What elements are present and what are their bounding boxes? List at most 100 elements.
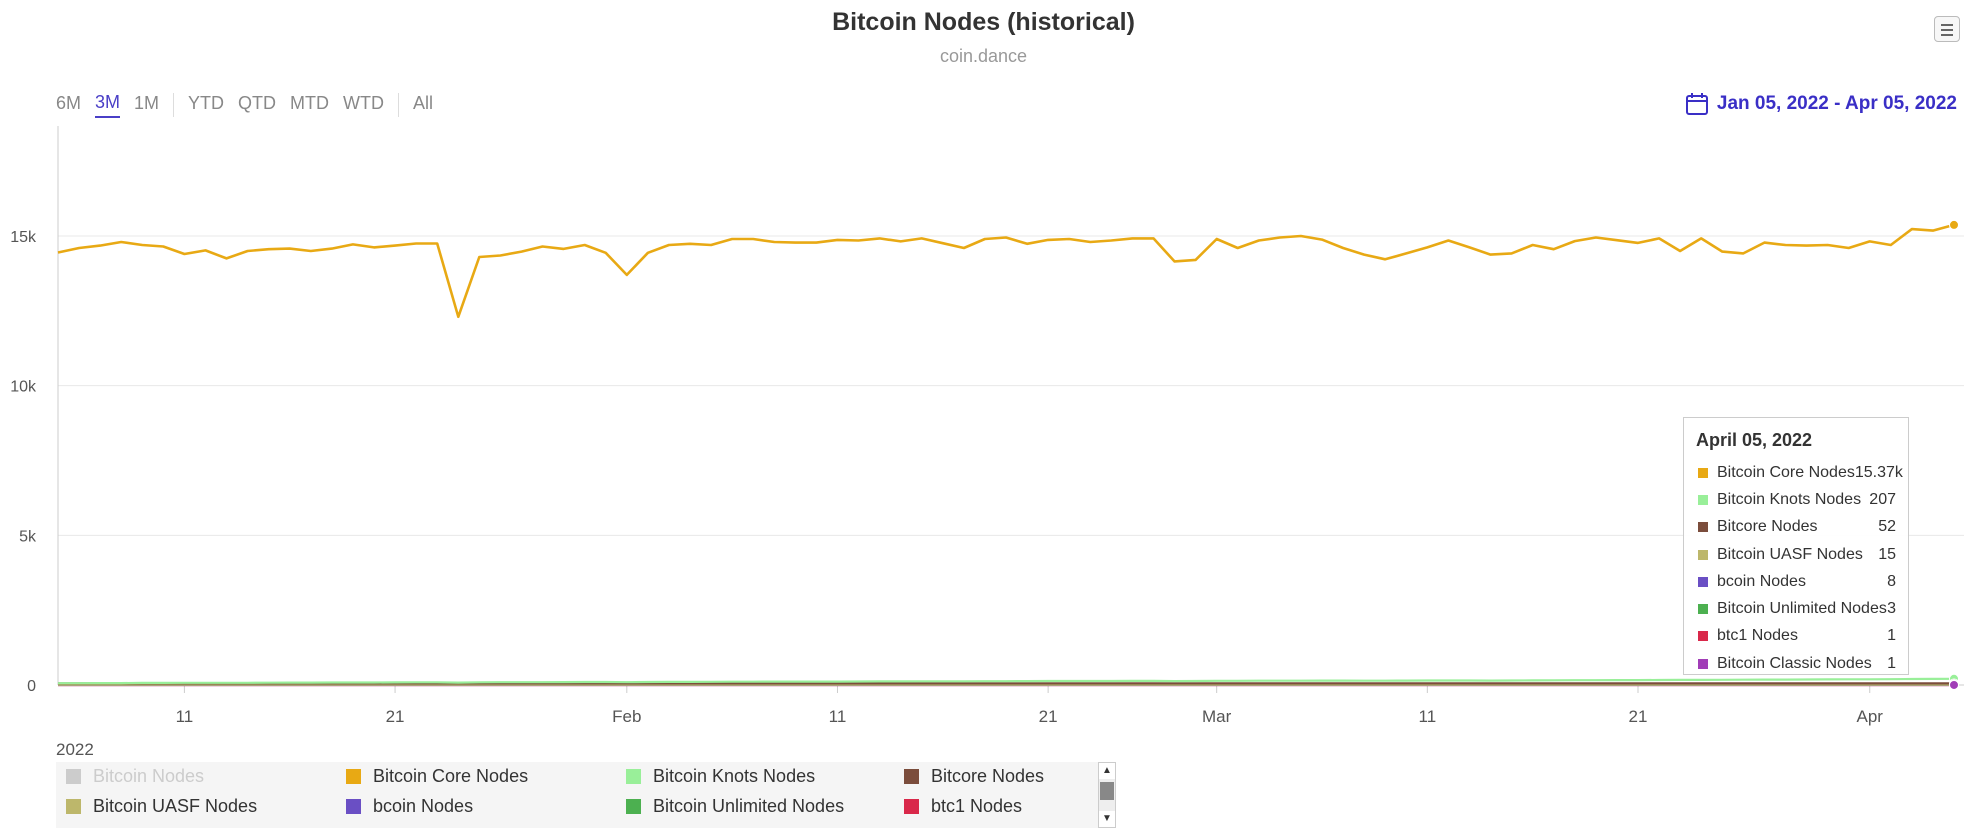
series-marker-bitcoin-core-nodes [1949, 219, 1959, 230]
x-tick-label: 21 [386, 707, 405, 726]
legend-item[interactable]: Bitcoin Nodes [66, 766, 204, 787]
y-tick-label: 0 [27, 678, 36, 695]
legend-item[interactable]: Bitcoin Knots Nodes [626, 766, 815, 787]
tooltip-row: Bitcoin Classic Nodes 1 [1684, 650, 1896, 677]
tooltip-series-name: Bitcoin Core Nodes [1717, 463, 1855, 481]
x-tick-label: 21 [1039, 707, 1058, 726]
legend-item[interactable]: Bitcoin UASF Nodes [66, 796, 257, 817]
tooltip-row: Bitcoin Knots Nodes 207 [1684, 486, 1896, 513]
tooltip-series-name: bcoin Nodes [1717, 572, 1806, 590]
chart-legend: Bitcoin Nodes Bitcoin Core Nodes Bitcoin K… [56, 762, 1116, 828]
legend-label: Bitcore Nodes [931, 766, 1045, 786]
legend-swatch [66, 799, 81, 814]
scroll-down-icon[interactable]: ▼ [1099, 811, 1115, 827]
legend-swatch [904, 799, 919, 814]
tooltip-swatch [1698, 576, 1708, 587]
x-tick-label: Mar [1202, 707, 1232, 726]
legend-label: Bitcoin Knots Nodes [653, 766, 816, 786]
tooltip-row: Bitcoin UASF Nodes 15 [1684, 541, 1896, 568]
tooltip-row: Bitcoin Unlimited Nodes 3 [1684, 595, 1896, 622]
tooltip-series-value: 15 [1878, 545, 1896, 563]
tooltip-series-name: Bitcoin Classic Nodes [1717, 654, 1872, 672]
legend-label: Bitcoin Nodes [93, 766, 205, 786]
x-tick-label: Feb [612, 707, 641, 726]
tooltip-row: Bitcore Nodes 52 [1684, 514, 1896, 541]
x-tick-label: 11 [176, 707, 194, 726]
legend-swatch [66, 769, 81, 784]
legend-swatch [346, 799, 361, 814]
legend-item[interactable]: btc1 Nodes [904, 796, 1022, 817]
calendar-icon [1685, 93, 1708, 115]
tooltip-swatch [1698, 522, 1708, 533]
tooltip-swatch [1698, 604, 1708, 615]
range-button-qtd[interactable]: QTD [238, 93, 277, 113]
legend-item[interactable]: Bitcore Nodes [904, 766, 1044, 787]
grid-lines [58, 235, 1964, 686]
tooltip-swatch [1698, 549, 1708, 560]
chart-menu-button[interactable] [1934, 16, 1960, 42]
range-button-mtd[interactable]: MTD [290, 93, 330, 113]
tooltip-series-value: 1 [1887, 654, 1896, 672]
scroll-up-icon[interactable]: ▲ [1099, 763, 1115, 779]
range-button-1m[interactable]: 1M [134, 93, 160, 113]
tooltip-series-value: 207 [1869, 490, 1896, 508]
scroll-thumb[interactable] [1100, 782, 1114, 800]
legend-item[interactable]: Bitcoin Unlimited Nodes [626, 796, 844, 817]
legend-label: Bitcoin UASF Nodes [93, 796, 258, 816]
tooltip-series-name: btc1 Nodes [1717, 627, 1798, 645]
tooltip-row: btc1 Nodes 1 [1684, 623, 1896, 650]
date-range-text: Jan 05, 2022 - Apr 05, 2022 [1716, 93, 1957, 114]
x-tick-label: 11 [829, 707, 847, 726]
range-selector: 6M 3M 1M YTD QTD MTD WTD All [56, 92, 447, 118]
y-axis: 0 5k 10k 15k [10, 126, 59, 695]
legend-item[interactable]: bcoin Nodes [346, 796, 473, 817]
legend-swatch [626, 799, 641, 814]
tooltip-series-value: 3 [1887, 600, 1896, 618]
legend-swatch [904, 769, 919, 784]
legend-label: Bitcoin Unlimited Nodes [653, 796, 845, 816]
tooltip-series-value: 52 [1878, 518, 1896, 536]
y-tick-label: 15k [10, 229, 37, 246]
legend-label: bcoin Nodes [373, 796, 474, 816]
tooltip-row: Bitcoin Core Nodes 15.37k [1684, 459, 1903, 486]
range-button-ytd[interactable]: YTD [188, 93, 225, 113]
legend-scrollbar[interactable]: ▲ ▼ [1098, 762, 1116, 828]
x-axis-year-label: 2022 [56, 740, 94, 759]
tooltip-date: April 05, 2022 [1696, 430, 1813, 450]
tooltip-row: bcoin Nodes 8 [1684, 568, 1896, 595]
series-lines [57, 223, 1955, 687]
hamburger-icon [1941, 24, 1953, 26]
y-tick-label: 5k [19, 528, 37, 545]
series-line-bitcoin-core-nodes [57, 223, 1955, 319]
tooltip-series-value: 1 [1887, 627, 1896, 645]
legend-item[interactable]: Bitcoin Core Nodes [346, 766, 528, 787]
tooltip-swatch [1698, 631, 1708, 642]
tooltip-swatch [1698, 658, 1708, 669]
legend-swatch [626, 769, 641, 784]
series-marker-bitcoin-classic-nodes [1949, 679, 1959, 690]
y-tick-label: 10k [10, 379, 37, 396]
series-markers [1949, 219, 1959, 690]
x-tick-label: 21 [1629, 707, 1648, 726]
range-separator [173, 93, 175, 117]
range-button-3m[interactable]: 3M [95, 92, 121, 118]
chart-title: Bitcoin Nodes (historical) [832, 8, 1135, 36]
range-button-wtd[interactable]: WTD [343, 93, 385, 113]
legend-label: btc1 Nodes [931, 796, 1023, 816]
range-button-all[interactable]: All [413, 93, 434, 113]
x-tick-label: 11 [1419, 707, 1437, 726]
x-axis: 11 21 Feb 11 21 Mar 11 21 Apr 2022 [56, 684, 1964, 759]
tooltip-series-name: Bitcoin UASF Nodes [1717, 545, 1863, 563]
tooltip-swatch [1698, 467, 1708, 478]
legend-swatch [346, 769, 361, 784]
tooltip-swatch [1698, 494, 1708, 505]
range-button-6m[interactable]: 6M [56, 93, 82, 113]
series-line-bitcoin-knots-nodes [58, 677, 1955, 685]
legend-label: Bitcoin Core Nodes [373, 766, 529, 786]
chart-tooltip: April 05, 2022 Bitcoin Core Nodes 15.37k B… [1683, 417, 1909, 675]
range-separator [398, 93, 400, 117]
date-range-picker[interactable]: Jan 05, 2022 - Apr 05, 2022 [1685, 92, 1957, 116]
x-tick-label: Apr [1856, 707, 1883, 726]
chart-subtitle: coin.dance [939, 46, 1028, 66]
